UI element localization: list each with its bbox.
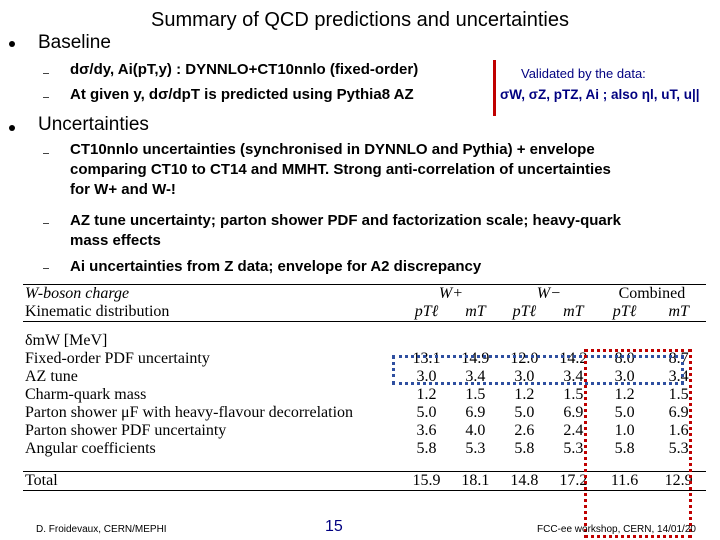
dash-marker bbox=[43, 97, 49, 98]
cell: 4.0 bbox=[465, 421, 486, 439]
kin-col: mT bbox=[465, 303, 486, 320]
dash-marker bbox=[43, 223, 49, 224]
charge-wminus: W− bbox=[536, 285, 561, 302]
slide-title: Summary of QCD predictions and uncertain… bbox=[151, 9, 569, 31]
kin-col: pTℓ bbox=[512, 303, 537, 320]
uncertainties-item-2: AZ tune uncertainty; parton shower PDF a… bbox=[70, 212, 621, 249]
kin-col: pTℓ bbox=[612, 303, 637, 320]
total-cell: 12.9 bbox=[664, 472, 693, 489]
kin-col: mT bbox=[563, 303, 584, 320]
cell: 14.2 bbox=[559, 349, 588, 367]
cell: 3.4 bbox=[563, 367, 584, 385]
cell: 1.2 bbox=[416, 385, 437, 403]
row-label: Angular coefficients bbox=[25, 439, 156, 457]
charge-wplus: W+ bbox=[438, 285, 464, 302]
cell: 6.9 bbox=[465, 403, 486, 421]
table-row: Charm-quark mass 1.2 1.5 1.2 1.5 1.2 1.5 bbox=[23, 386, 706, 404]
cell: 3.6 bbox=[416, 421, 437, 439]
validated-list: σW, σZ, pTZ, Ai ; also ηl, uT, u|| bbox=[500, 87, 700, 102]
cell: 5.3 bbox=[465, 439, 486, 457]
cell: 1.5 bbox=[668, 385, 689, 403]
cell: 3.0 bbox=[514, 367, 535, 385]
row-label: Charm-quark mass bbox=[25, 385, 147, 403]
cell: 5.8 bbox=[416, 439, 437, 457]
kinematic-label: Kinematic distribution bbox=[25, 303, 170, 320]
cell: 5.3 bbox=[563, 439, 584, 457]
baseline-item-1: dσ/dy, Ai(pT,y) : DYNNLO+CT10nnlo (fixed… bbox=[70, 61, 419, 78]
cell: 2.6 bbox=[514, 421, 535, 439]
row-label: Parton shower PDF uncertainty bbox=[25, 421, 227, 439]
table-row: Parton shower μF with heavy-flavour deco… bbox=[23, 404, 706, 422]
bullet-dot bbox=[9, 125, 15, 131]
table-row: AZ tune 3.0 3.4 3.0 3.4 3.0 3.4 bbox=[23, 368, 706, 386]
baseline-heading: Baseline bbox=[38, 32, 111, 53]
total-cell: 18.1 bbox=[461, 472, 490, 489]
dash-marker bbox=[43, 73, 49, 74]
dash-marker bbox=[43, 153, 49, 154]
cell: 3.0 bbox=[614, 367, 635, 385]
cell: 5.0 bbox=[514, 403, 535, 421]
cell: 5.8 bbox=[514, 439, 535, 457]
dash-marker bbox=[43, 268, 49, 269]
table-row: Fixed-order PDF uncertainty 13.1 14.9 12… bbox=[23, 350, 706, 368]
cell: 1.2 bbox=[514, 385, 535, 403]
cell: 8.0 bbox=[614, 349, 635, 367]
baseline-item-2: At given y, dσ/dpT is predicted using Py… bbox=[70, 86, 414, 103]
total-label: Total bbox=[25, 472, 58, 489]
total-row: Total 15.9 18.1 14.8 17.2 11.6 12.9 bbox=[23, 471, 706, 491]
cell: 2.4 bbox=[563, 421, 584, 439]
footer-author: D. Froidevaux, CERN/MEPHI bbox=[36, 524, 167, 535]
cell: 14.9 bbox=[461, 349, 490, 367]
cell: 3.0 bbox=[416, 367, 437, 385]
table-row: Parton shower PDF uncertainty 3.6 4.0 2.… bbox=[23, 422, 706, 440]
cell: 6.9 bbox=[668, 403, 689, 421]
cell: 1.5 bbox=[465, 385, 486, 403]
kin-col: pTℓ bbox=[414, 303, 439, 320]
uncertainties-item-3: Ai uncertainties from Z data; envelope f… bbox=[70, 258, 482, 275]
table-row: Angular coefficients 5.8 5.3 5.8 5.3 5.8… bbox=[23, 440, 706, 458]
red-divider bbox=[493, 60, 496, 116]
total-cell: 17.2 bbox=[559, 472, 588, 489]
unit-label: δmW [MeV] bbox=[25, 331, 108, 349]
bullet-dot bbox=[9, 41, 15, 47]
charge-label: W-boson charge bbox=[25, 285, 130, 302]
cell: 1.6 bbox=[668, 421, 689, 439]
page-number: 15 bbox=[325, 518, 343, 535]
cell: 3.4 bbox=[465, 367, 486, 385]
footer-event: FCC-ee workshop, CERN, 14/01/20 bbox=[537, 524, 696, 535]
row-label: AZ tune bbox=[25, 367, 78, 385]
cell: 13.1 bbox=[412, 349, 441, 367]
cell: 6.9 bbox=[563, 403, 584, 421]
total-cell: 14.8 bbox=[510, 472, 539, 489]
total-cell: 11.6 bbox=[610, 472, 639, 489]
cell: 5.0 bbox=[614, 403, 635, 421]
cell: 12.0 bbox=[510, 349, 539, 367]
cell: 5.8 bbox=[614, 439, 635, 457]
uncertainties-heading: Uncertainties bbox=[38, 114, 149, 135]
uncertainty-table: W-boson charge W+ W− Combined Kinematic … bbox=[23, 284, 706, 491]
uncertainties-item-1: CT10nnlo uncertainties (synchronised in … bbox=[70, 141, 611, 198]
red-highlight-box bbox=[584, 349, 692, 538]
kin-col: mT bbox=[668, 303, 689, 320]
validated-label: Validated by the data: bbox=[521, 66, 646, 81]
blue-highlight-box bbox=[392, 355, 684, 385]
row-label: Fixed-order PDF uncertainty bbox=[25, 349, 210, 367]
cell: 1.0 bbox=[614, 421, 635, 439]
row-label: Parton shower μF with heavy-flavour deco… bbox=[25, 403, 354, 421]
cell: 5.0 bbox=[416, 403, 437, 421]
cell: 5.3 bbox=[668, 439, 689, 457]
cell: 1.5 bbox=[563, 385, 584, 403]
charge-combined: Combined bbox=[618, 285, 686, 302]
total-cell: 15.9 bbox=[412, 472, 441, 489]
cell: 1.2 bbox=[614, 385, 635, 403]
